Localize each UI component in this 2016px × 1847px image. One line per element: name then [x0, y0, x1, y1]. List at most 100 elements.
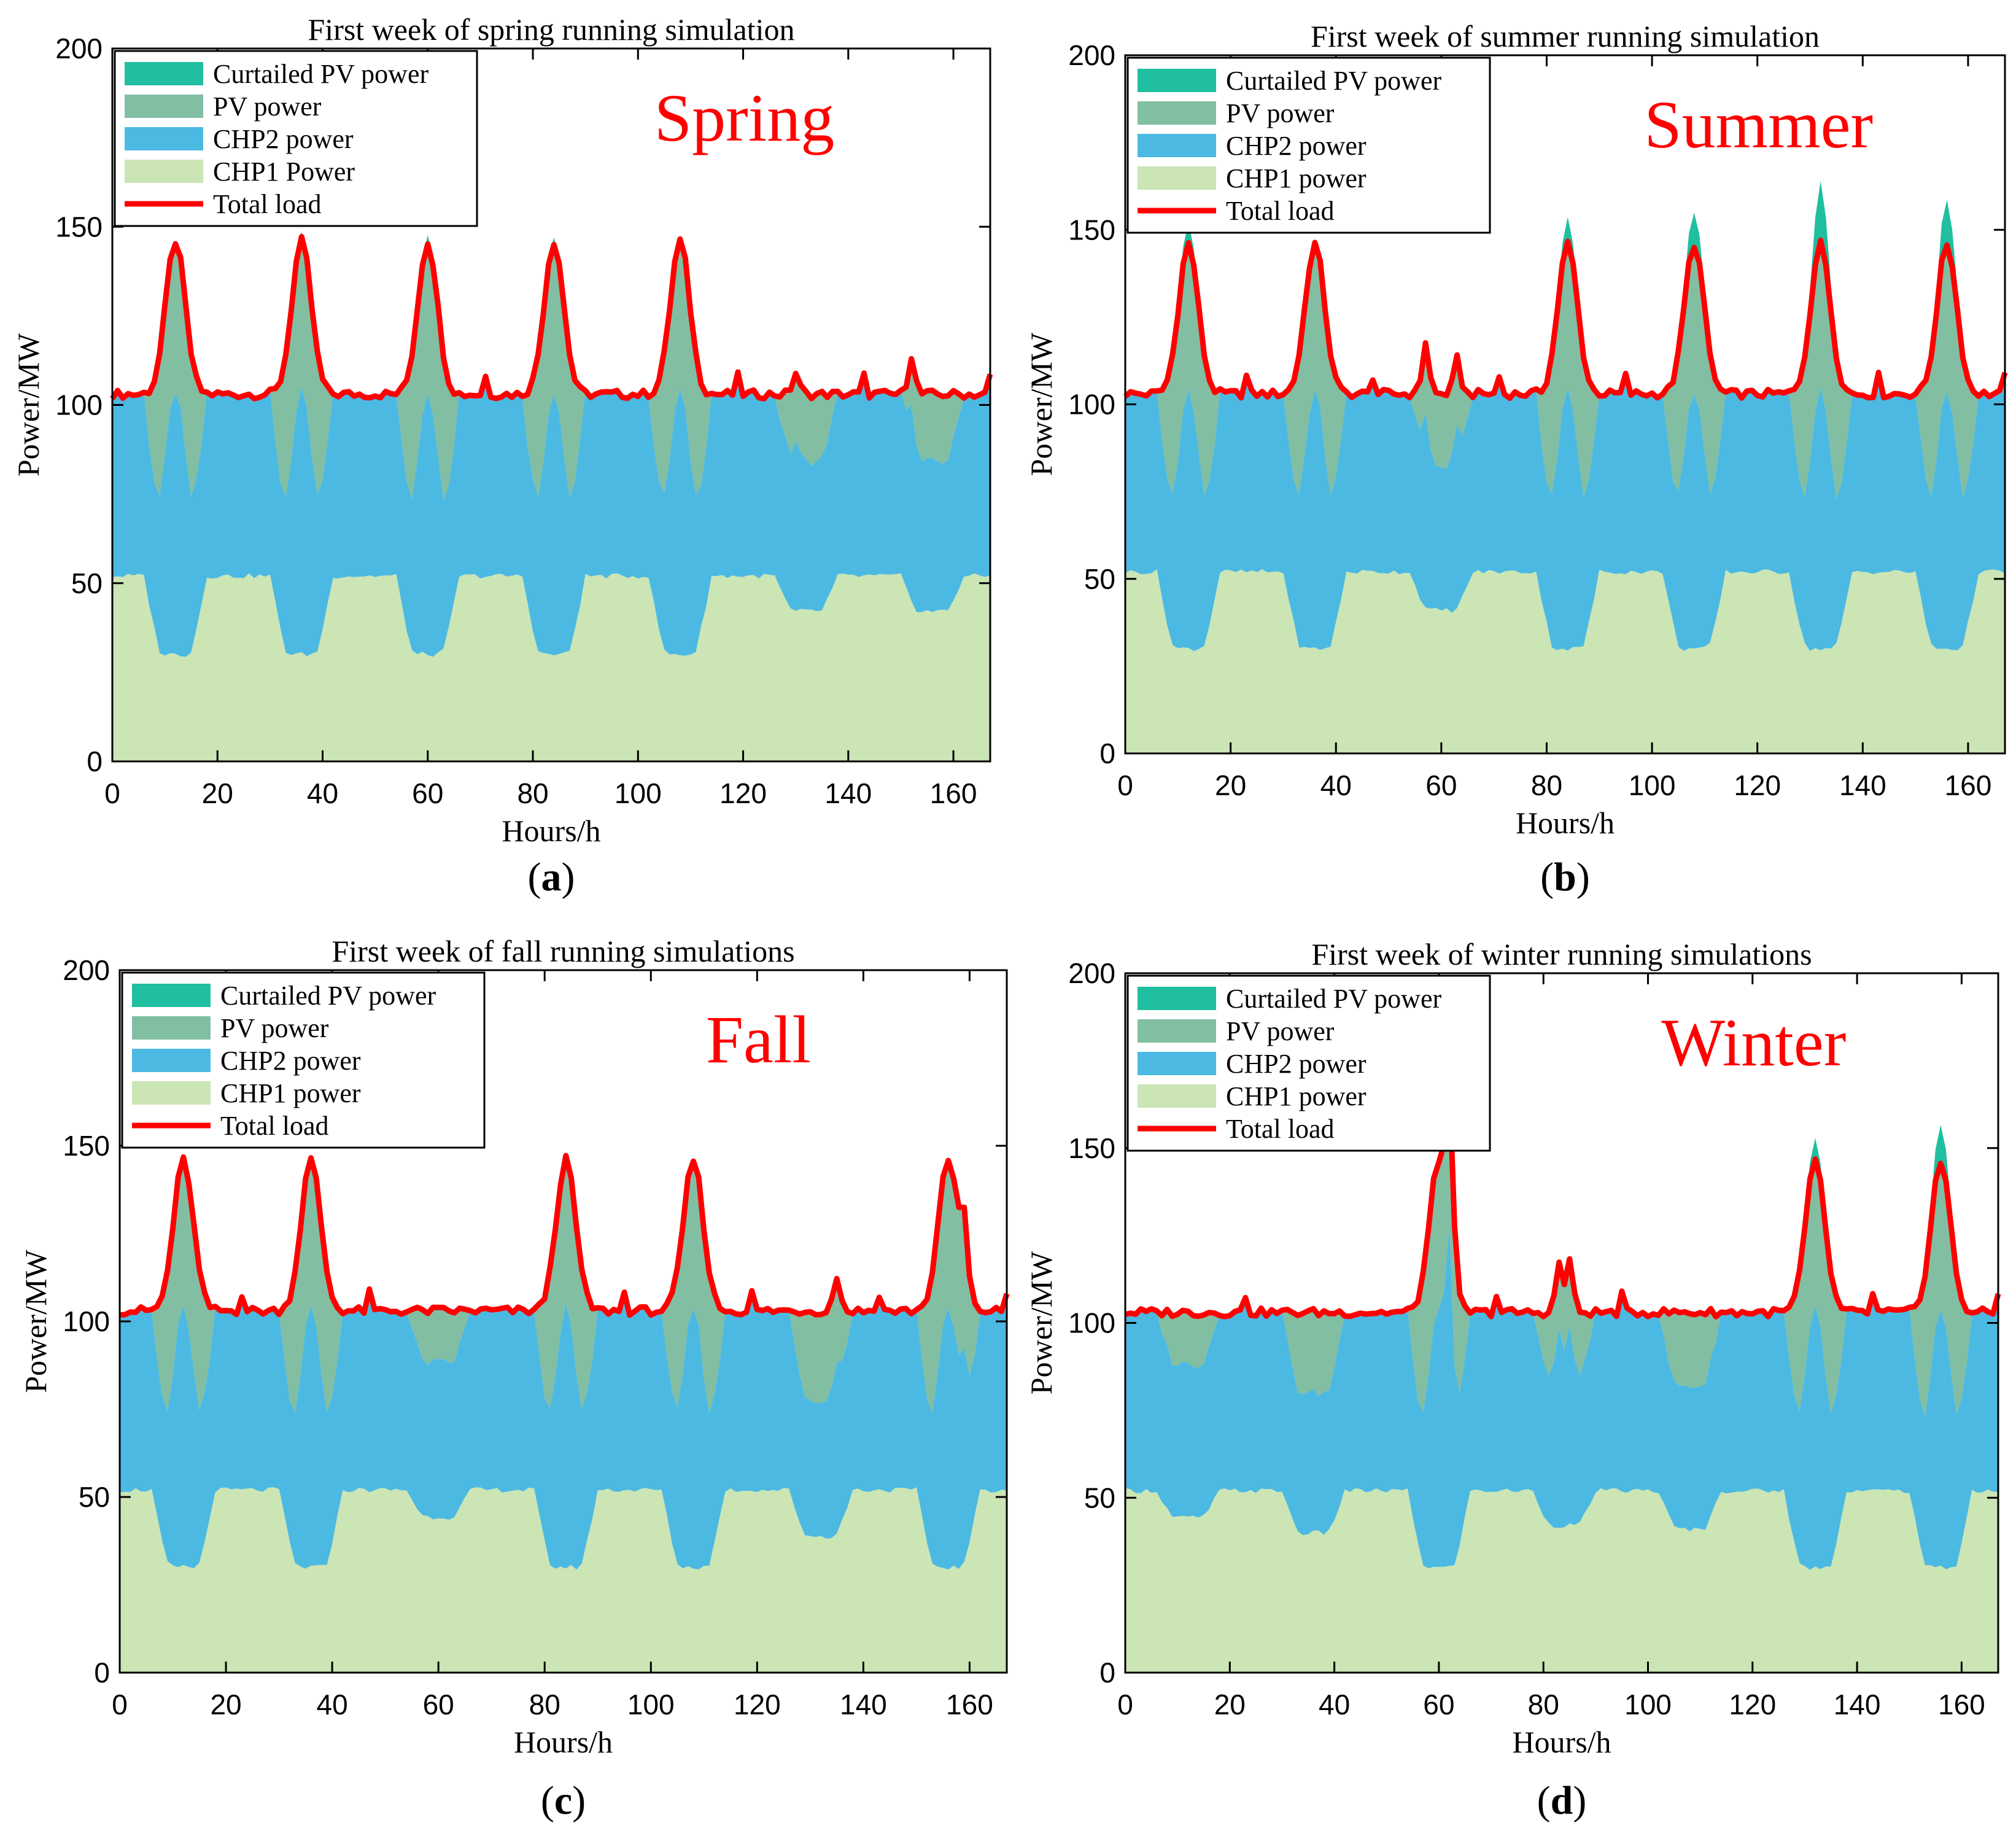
x-tick-label: 0 [112, 1689, 128, 1721]
y-tick-label: 200 [1068, 957, 1115, 989]
season-label: Spring [654, 80, 834, 155]
y-tick-label: 50 [1084, 563, 1115, 595]
legend-swatch [1138, 1084, 1216, 1108]
legend-entry: PV power [220, 1013, 329, 1043]
x-tick-label: 40 [317, 1689, 348, 1721]
legend-entry: Total load [1226, 196, 1335, 226]
y-tick-label: 0 [87, 745, 103, 777]
y-tick-label: 100 [1068, 1307, 1115, 1339]
x-axis-label: Hours/h [1512, 1725, 1611, 1759]
pv-power-area [1125, 1079, 1998, 1417]
legend-entry: CHP1 power [220, 1078, 361, 1108]
legend-entry: PV power [1226, 1016, 1335, 1046]
x-tick-label: 60 [412, 777, 443, 809]
x-axis-label: Hours/h [514, 1725, 613, 1759]
legend-swatch [125, 95, 203, 118]
panel-label: (a) [528, 855, 575, 900]
legend-entry: CHP2 power [213, 124, 354, 154]
total-load-line [1123, 237, 2008, 401]
x-tick-label: 120 [719, 777, 767, 809]
legend-entry: Curtailed PV power [1226, 984, 1441, 1014]
legend-swatch [1138, 166, 1216, 190]
legend-swatch [132, 1016, 211, 1040]
legend-entry: CHP1 power [1226, 163, 1367, 193]
legend-entry: CHP2 power [1226, 131, 1367, 161]
x-tick-label: 140 [840, 1689, 887, 1721]
chart-panel-d: 0 20 40 60 80 100 120 140 160 0 50 100 150 200 First w… [1024, 937, 2001, 1823]
y-tick-label: 150 [1068, 214, 1115, 246]
y-tick-label: 100 [63, 1305, 110, 1337]
total-load-line [110, 234, 993, 402]
panel-label: (c) [541, 1778, 586, 1823]
chp1-power-area [120, 1487, 1007, 1673]
x-tick-label: 0 [1117, 769, 1133, 801]
season-label: Winter [1661, 1005, 1846, 1080]
y-tick-label: 200 [1068, 39, 1115, 71]
legend-swatch [125, 127, 203, 150]
panel-label: (d) [1537, 1778, 1587, 1823]
y-tick-label: 100 [1068, 389, 1115, 421]
legend-entry: Curtailed PV power [1226, 66, 1441, 96]
x-tick-label: 120 [1729, 1689, 1776, 1721]
legend-entry: CHP1 power [1226, 1081, 1367, 1111]
panel-letter: d [1551, 1778, 1573, 1823]
x-tick-label: 40 [1319, 1689, 1350, 1721]
x-tick-label: 140 [1834, 1689, 1881, 1721]
chart-title: First week of winter running simulations [1311, 937, 1812, 971]
legend-entry: PV power [213, 91, 322, 122]
x-tick-label: 100 [1624, 1689, 1672, 1721]
x-tick-label: 20 [210, 1689, 241, 1721]
y-axis-label: Power/MW [1024, 332, 1058, 476]
y-tick-label: 50 [1084, 1482, 1115, 1514]
legend-swatch [132, 1049, 211, 1072]
x-tick-label: 0 [1117, 1689, 1133, 1721]
x-tick-label: 0 [104, 777, 120, 809]
x-tick-label: 160 [930, 777, 977, 809]
pv-power-area [112, 236, 990, 501]
x-tick-label: 80 [529, 1689, 560, 1721]
chp2-power-area [120, 1289, 1007, 1570]
x-tick-label: 20 [1214, 1689, 1246, 1721]
chp1-power-area [1125, 1488, 1998, 1673]
legend-swatch [1138, 101, 1216, 125]
y-tick-label: 0 [1099, 1657, 1115, 1689]
legend-entry: PV power [1226, 98, 1335, 128]
chp1-power-area [1125, 569, 2005, 753]
x-tick-label: 140 [1839, 769, 1886, 801]
y-tick-label: 100 [55, 389, 103, 421]
legend-swatch [125, 62, 203, 85]
y-tick-label: 0 [94, 1657, 110, 1689]
chart-panel-a: 0 20 40 60 80 100 120 140 160 0 50 100 150 200 First w… [11, 12, 993, 900]
y-axis-label: Power/MW [18, 1250, 53, 1393]
total-load-line [119, 1153, 1010, 1318]
x-tick-label: 160 [1945, 769, 1992, 801]
legend-swatch [1138, 1052, 1216, 1075]
x-tick-label: 100 [627, 1689, 675, 1721]
legend-entry: CHP1 Power [213, 157, 355, 187]
x-tick-label: 60 [1423, 1689, 1454, 1721]
x-tick-label: 100 [1629, 769, 1676, 801]
pv-power-area [120, 1156, 1007, 1414]
x-tick-label: 80 [517, 777, 548, 809]
x-tick-label: 140 [824, 777, 872, 809]
chp1-power-area [112, 573, 990, 761]
x-tick-label: 120 [734, 1689, 781, 1721]
y-tick-label: 150 [63, 1130, 110, 1162]
legend-entry: Curtailed PV power [213, 59, 428, 89]
chp2-power-area [112, 371, 990, 657]
legend-swatch [1138, 69, 1216, 92]
legend-swatch [1138, 987, 1216, 1010]
x-tick-label: 160 [946, 1689, 993, 1721]
y-axis-label: Power/MW [11, 333, 45, 476]
legend-swatch [1138, 134, 1216, 157]
x-tick-label: 40 [1320, 769, 1352, 801]
total-load-line [1124, 1076, 2001, 1320]
y-tick-label: 150 [55, 211, 103, 243]
y-axis-label: Power/MW [1024, 1251, 1058, 1394]
y-tick-label: 50 [71, 567, 103, 599]
panel-letter: a [541, 855, 562, 900]
